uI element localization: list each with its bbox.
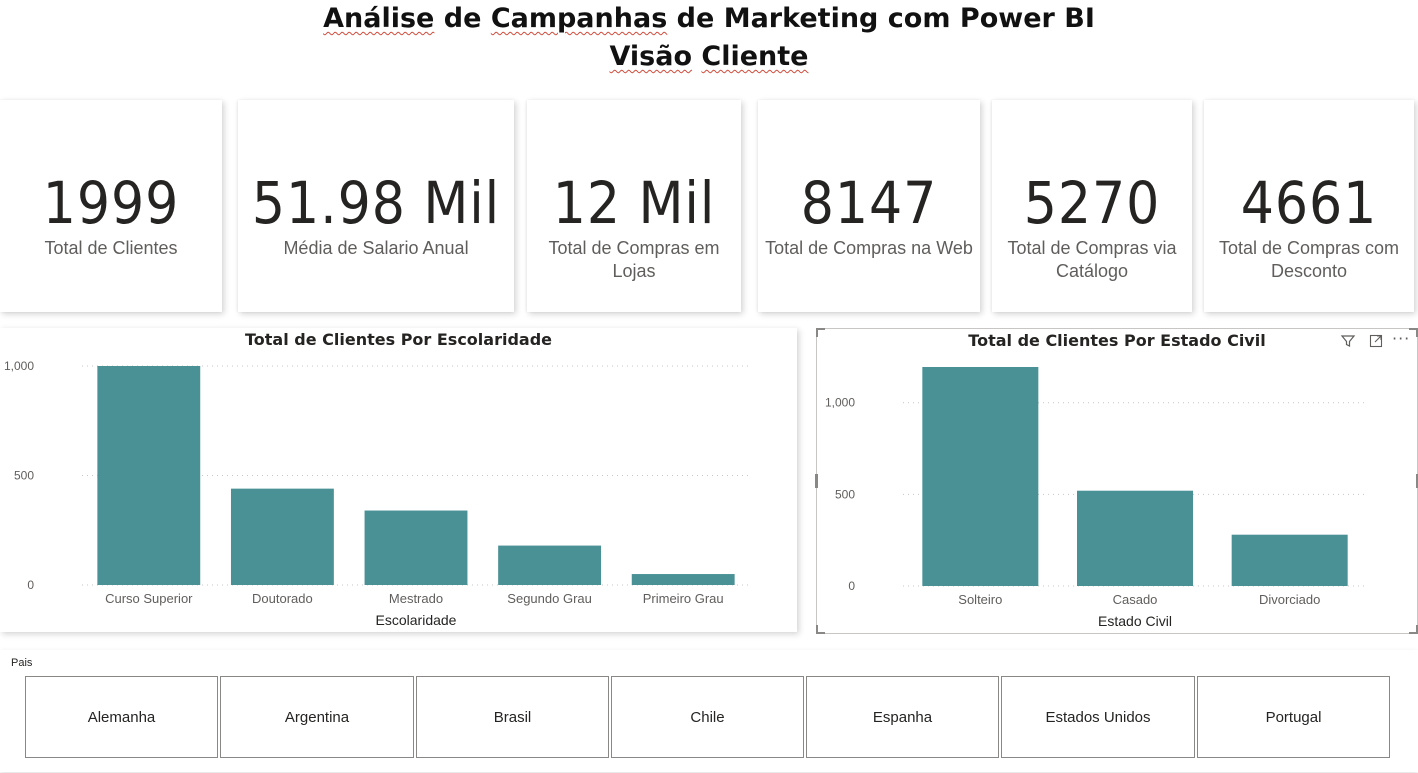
- kpi-card-compras-lojas[interactable]: 12 Mil Total de Compras em Lojas: [527, 100, 741, 312]
- resize-corner-top-left[interactable]: [816, 328, 825, 337]
- resize-corner-bottom-right[interactable]: [1409, 625, 1418, 634]
- resize-corner-bottom-left[interactable]: [816, 625, 825, 634]
- slicer-option-alemanha[interactable]: Alemanha: [25, 676, 218, 758]
- kpi-label: Total de Compras com Desconto: [1218, 238, 1400, 281]
- title-word: Cliente: [701, 41, 809, 72]
- focus-mode-icon[interactable]: [1368, 333, 1384, 353]
- kpi-card-compras-catalogo[interactable]: 5270 Total de Compras via Catálogo: [992, 100, 1192, 312]
- resize-handle-left[interactable]: [815, 474, 818, 488]
- kpi-label: Total de Compras via Catálogo: [1007, 238, 1177, 281]
- chart-title: Total de Clientes Por Estado Civil: [968, 331, 1266, 350]
- bar-curso-superior: [97, 366, 201, 585]
- title-word: BI: [1064, 3, 1095, 34]
- title-word: Marketing: [723, 3, 879, 34]
- x-tick-label: Doutorado: [252, 591, 313, 606]
- chart-title: Total de Clientes Por Escolaridade: [244, 330, 553, 349]
- bar-divorciado: [1231, 534, 1348, 586]
- report-title-line-1: Análise de Campanhas de Marketing com Po…: [0, 0, 1418, 38]
- chart-estado-civil: 0 500 1,000 Solteiro Casado Divorciado Estado …: [825, 367, 1367, 629]
- slicer-option-espanha[interactable]: Espanha: [806, 676, 999, 758]
- kpi-value: 8147: [800, 169, 938, 237]
- report-title-line-2: Visão Cliente: [0, 38, 1418, 76]
- report-title: Análise de Campanhas de Marketing com Po…: [0, 0, 1418, 76]
- title-word: Power: [959, 3, 1055, 34]
- kpi-value: 1999: [42, 169, 180, 237]
- slicer-option-brasil[interactable]: Brasil: [416, 676, 609, 758]
- bar-casado: [1077, 490, 1193, 586]
- bar-segundo-grau: [498, 545, 602, 585]
- kpi-label: Total de Clientes: [44, 238, 178, 258]
- slicer-option-estados-unidos[interactable]: Estados Unidos: [1001, 676, 1195, 758]
- kpi-value: 5270: [1023, 169, 1161, 237]
- chart-escolaridade: 0 500 1,000 Curso Superior Doutorado Mestrado…: [4, 359, 750, 628]
- x-tick-label: Curso Superior: [105, 591, 193, 606]
- title-word: com: [887, 3, 951, 34]
- y-tick-label: 1,000: [4, 359, 34, 373]
- slicer-option-chile[interactable]: Chile: [611, 676, 804, 758]
- x-tick-label: Primeiro Grau: [643, 591, 724, 606]
- bar-doutorado: [230, 488, 334, 585]
- kpi-label: Total de Compras em Lojas: [548, 238, 720, 281]
- bar-primeiro-grau: [631, 574, 735, 585]
- x-tick-label: Solteiro: [958, 592, 1002, 607]
- slicer-label: Pais: [11, 657, 33, 669]
- y-tick-label: 1,000: [825, 396, 855, 410]
- more-options-icon[interactable]: ···: [1392, 329, 1411, 348]
- resize-corner-top-right[interactable]: [1409, 328, 1418, 337]
- title-word: de: [676, 3, 715, 34]
- title-word: Campanhas: [490, 3, 668, 34]
- x-tick-label: Mestrado: [389, 591, 443, 606]
- x-tick-label: Segundo Grau: [507, 591, 592, 606]
- kpi-label: Média de Salario Anual: [283, 238, 469, 258]
- title-word: Visão: [609, 41, 693, 72]
- bar-solteiro: [922, 367, 1039, 586]
- kpi-card-total-clientes[interactable]: 1999 Total de Clientes: [0, 100, 222, 312]
- kpi-label: Total de Compras na Web: [765, 238, 973, 258]
- title-word: de: [443, 3, 482, 34]
- bar-mestrado: [364, 510, 468, 585]
- y-tick-label: 0: [27, 578, 34, 592]
- chart-escolaridade-panel[interactable]: Total de Clientes Por Escolaridade 0 500 1…: [0, 328, 797, 632]
- y-tick-label: 0: [848, 579, 855, 593]
- x-tick-label: Divorciado: [1259, 592, 1320, 607]
- x-axis-title: Escolaridade: [376, 612, 457, 628]
- kpi-value: 4661: [1240, 169, 1378, 237]
- chart-estado-civil-panel[interactable]: Total de Clientes Por Estado Civil 0 500 1…: [815, 328, 1418, 634]
- kpi-value: 51.98 Mil: [251, 169, 501, 237]
- title-word: Análise: [323, 3, 435, 34]
- filter-icon[interactable]: [1340, 333, 1356, 353]
- x-axis-title: Estado Civil: [1098, 613, 1172, 629]
- kpi-card-compras-desconto[interactable]: 4661 Total de Compras com Desconto: [1204, 100, 1414, 312]
- kpi-value: 12 Mil: [552, 169, 716, 237]
- slicer-option-argentina[interactable]: Argentina: [220, 676, 414, 758]
- kpi-card-media-salario[interactable]: 51.98 Mil Média de Salario Anual: [238, 100, 514, 312]
- slicer-option-portugal[interactable]: Portugal: [1197, 676, 1390, 758]
- resize-handle-right[interactable]: [1416, 474, 1418, 488]
- x-tick-label: Casado: [1113, 592, 1158, 607]
- y-tick-label: 500: [835, 487, 855, 501]
- kpi-card-compras-web[interactable]: 8147 Total de Compras na Web: [758, 100, 980, 312]
- y-tick-label: 500: [14, 469, 34, 483]
